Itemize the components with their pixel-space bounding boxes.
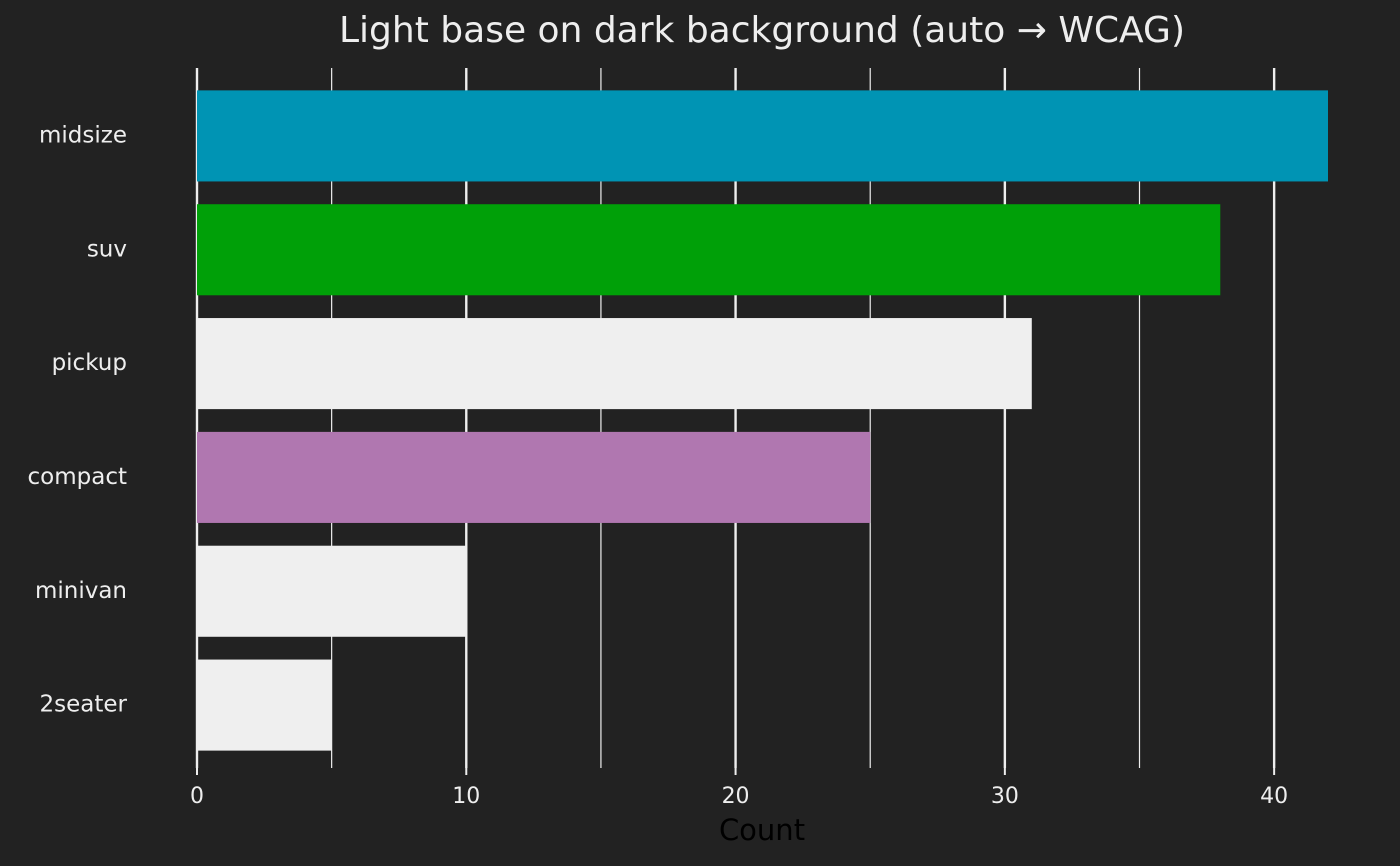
y-tick-label: midsize	[39, 122, 127, 148]
y-tick-label: minivan	[35, 578, 127, 604]
bar	[197, 318, 1032, 410]
y-tick-label: 2seater	[40, 692, 128, 718]
bar	[197, 545, 467, 637]
y-tick-label: pickup	[52, 350, 127, 376]
bar	[197, 90, 1328, 182]
y-tick-label: compact	[28, 464, 127, 490]
x-tick-label: 30	[991, 784, 1019, 809]
bar	[197, 204, 1221, 296]
x-axis-label: Count	[719, 813, 805, 847]
x-tick-label: 0	[190, 784, 204, 809]
chart-title: Light base on dark background (auto → WC…	[339, 10, 1185, 51]
x-tick-label: 10	[452, 784, 480, 809]
x-tick-label: 40	[1260, 784, 1288, 809]
bar	[197, 659, 332, 751]
x-tick-label: 20	[722, 784, 750, 809]
y-tick-label: suv	[87, 236, 127, 262]
bar	[197, 431, 871, 523]
